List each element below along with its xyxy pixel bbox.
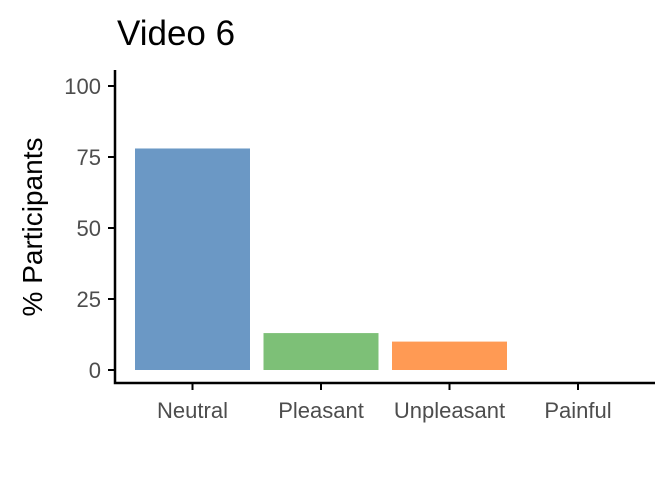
y-tick-label: 75	[77, 145, 101, 170]
x-tick-label: Painful	[544, 398, 611, 423]
x-ticks-layer: Neutral Pleasant Unpleasant Painful	[157, 383, 612, 423]
y-tick-label: 0	[89, 358, 101, 383]
x-tick-label: Pleasant	[278, 398, 364, 423]
axis-lines	[113, 70, 655, 385]
chart-title: Video 6	[117, 14, 235, 53]
bar-pleasant	[263, 333, 379, 370]
bar-neutral	[135, 148, 250, 370]
y-axis-label: % Participants	[17, 138, 48, 317]
x-tick-label: Neutral	[157, 398, 228, 423]
x-tick-label: Unpleasant	[394, 398, 505, 423]
y-tick-label: 100	[64, 74, 101, 99]
bar-unpleasant	[392, 341, 507, 370]
y-ticks-layer: 0 25 50 75 100	[64, 74, 115, 383]
bars-layer	[135, 148, 507, 370]
y-tick-label: 50	[77, 216, 101, 241]
y-tick-label: 25	[77, 287, 101, 312]
